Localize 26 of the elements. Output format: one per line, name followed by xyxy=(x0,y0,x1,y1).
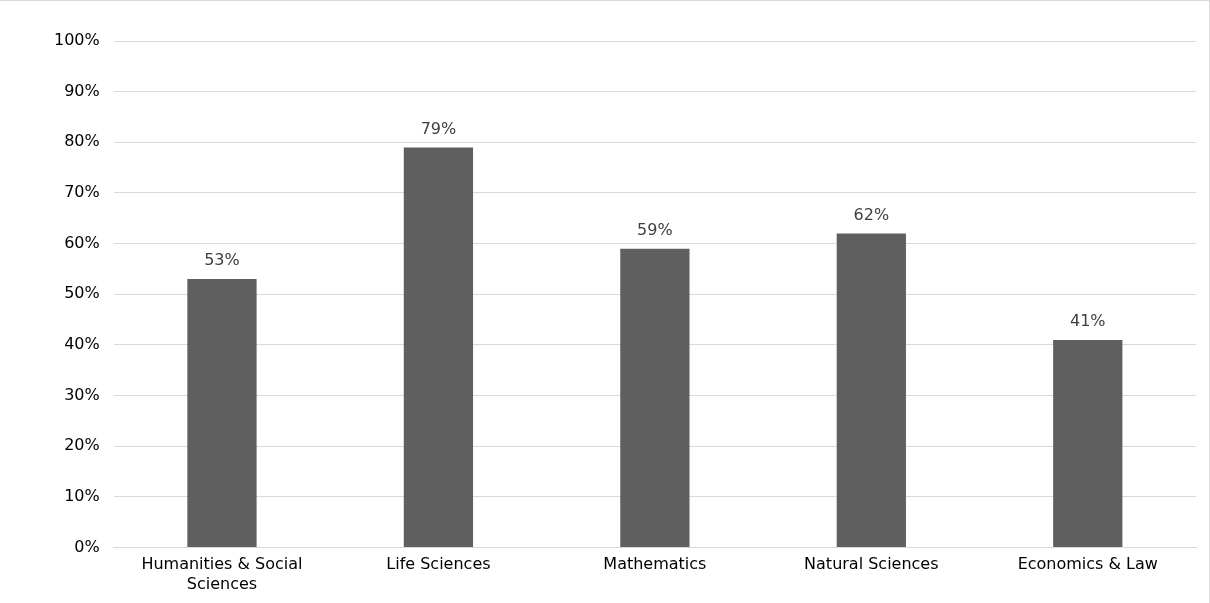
data-label: 79% xyxy=(420,118,457,138)
y-tick-label: 40% xyxy=(64,334,100,354)
x-tick-label: Life Sciences xyxy=(386,554,491,574)
bar xyxy=(403,147,474,548)
data-label: 41% xyxy=(1069,311,1106,331)
bar xyxy=(187,279,257,548)
x-tick-label: Natural Sciences xyxy=(804,554,939,574)
y-tick-label: 10% xyxy=(64,486,100,506)
y-tick-label: 80% xyxy=(64,131,100,151)
y-tick-label: 20% xyxy=(64,435,100,455)
bar xyxy=(620,248,690,548)
x-tick-label: Economics & Law xyxy=(1017,554,1158,574)
y-tick-label: 100% xyxy=(53,30,100,50)
x-tick-label: Humanities & Social Sciences xyxy=(141,554,303,593)
y-tick-label: 50% xyxy=(64,283,100,303)
y-tick-label: 0% xyxy=(74,536,100,556)
data-label: 59% xyxy=(637,219,673,239)
data-label: 53% xyxy=(204,250,240,270)
y-tick-label: 60% xyxy=(64,232,100,252)
y-tick-label: 70% xyxy=(64,182,100,202)
y-tick-label: 30% xyxy=(64,384,100,404)
x-tick-label: Mathematics xyxy=(603,554,707,574)
y-tick-label: 90% xyxy=(64,80,100,100)
bar xyxy=(836,233,906,548)
bar xyxy=(1053,339,1123,548)
data-label: 62% xyxy=(853,204,890,224)
